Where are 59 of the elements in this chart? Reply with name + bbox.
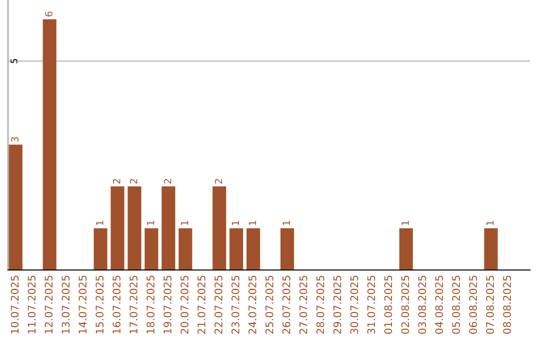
data-label: 6 <box>45 12 52 16</box>
x-tick-label: 17.07.2025 <box>130 276 138 334</box>
x-tick-label: 04.08.2025 <box>435 276 444 334</box>
x-tick-label: 11.07.2025 <box>28 276 36 334</box>
y-tick-label: 5 <box>10 58 18 64</box>
data-label: 1 <box>402 220 409 226</box>
bar <box>94 228 108 270</box>
data-label: 1 <box>232 220 240 226</box>
x-tick-label: 26.07.2025 <box>282 276 290 334</box>
bar <box>8 144 22 270</box>
bar <box>230 228 244 270</box>
x-tick-label: 29.07.2025 <box>333 276 342 334</box>
bar <box>162 186 176 270</box>
data-label: 1 <box>180 220 188 226</box>
bar <box>110 186 124 270</box>
bar <box>42 19 56 270</box>
x-tick-label: 01.08.2025 <box>384 276 392 334</box>
x-tick-label: 10.07.2025 <box>10 276 19 334</box>
x-tick-label: 21.07.2025 <box>198 276 206 334</box>
x-tick-label: 12.07.2025 <box>44 276 53 334</box>
data-label: 1 <box>96 220 104 226</box>
bar <box>144 228 158 270</box>
data-label: 1 <box>147 220 154 226</box>
x-tick-label: 22.07.2025 <box>214 276 222 334</box>
x-tick-label: 28.07.2025 <box>316 276 324 334</box>
data-label: 2 <box>130 179 138 184</box>
x-tick-label: 23.07.2025 <box>231 276 240 334</box>
data-label: 3 <box>11 137 18 142</box>
x-tick-label: 20.07.2025 <box>180 276 188 334</box>
x-tick-label: 16.07.2025 <box>112 276 121 334</box>
x-tick-label: 06.08.2025 <box>469 276 478 334</box>
data-label: 1 <box>486 220 494 226</box>
bar <box>178 228 192 270</box>
x-tick-label: 13.07.2025 <box>62 276 70 334</box>
data-label: 2 <box>112 179 120 184</box>
data-label: 1 <box>282 220 290 226</box>
x-tick-label: 08.08.2025 <box>503 276 511 334</box>
data-label: 1 <box>248 220 256 226</box>
x-tick-label: 03.08.2025 <box>418 276 426 334</box>
bar <box>280 228 294 270</box>
data-label: 2 <box>164 179 172 184</box>
x-tick-label: 19.07.2025 <box>164 276 172 334</box>
bar <box>212 186 226 270</box>
x-tick-label: 05.08.2025 <box>452 276 460 334</box>
x-tick-label: 18.07.2025 <box>146 276 154 334</box>
bar <box>484 228 498 270</box>
data-label: 2 <box>214 179 222 184</box>
x-tick-label: 31.07.2025 <box>367 276 376 334</box>
bar <box>128 186 142 270</box>
x-tick-label: 27.07.2025 <box>299 276 308 334</box>
x-tick-label: 02.08.2025 <box>401 276 410 334</box>
bar <box>399 228 413 270</box>
x-tick-label: 14.07.2025 <box>78 276 87 334</box>
x-tick-label: 24.07.2025 <box>248 276 256 334</box>
bar <box>246 228 260 270</box>
x-tick-label: 15.07.2025 <box>96 276 104 334</box>
x-tick-label: 30.07.2025 <box>350 276 358 334</box>
x-tick-label: 07.08.2025 <box>486 276 494 334</box>
x-tick-label: 25.07.2025 <box>265 276 274 334</box>
